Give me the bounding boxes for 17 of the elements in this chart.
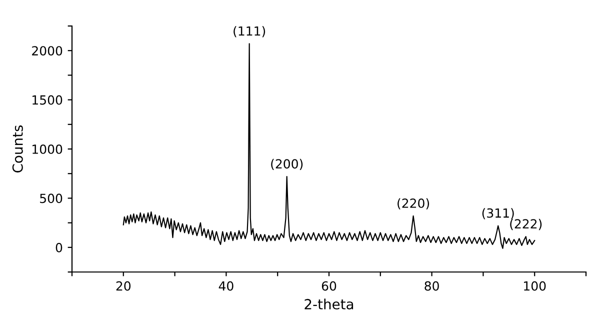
y-tick-label: 0	[56, 242, 62, 252]
x-axis-title: 2-theta	[304, 298, 354, 310]
x-tick-label: 20	[116, 281, 131, 291]
y-tick-label: 1000	[32, 144, 62, 154]
y-tick-label: 2000	[32, 46, 62, 56]
y-tick-label: 1500	[32, 95, 62, 105]
y-axis-title: Counts	[12, 125, 23, 172]
annotation: (222)	[510, 218, 542, 230]
x-tick-label: 80	[424, 281, 439, 291]
x-tick-label: 60	[322, 281, 336, 291]
annotation: (220)	[398, 198, 430, 210]
annotation: (200)	[271, 158, 303, 170]
annotation: (111)	[234, 26, 266, 38]
x-tick-label: 40	[218, 281, 234, 291]
annotation: (311)	[482, 208, 514, 220]
x-tick-label: 100	[524, 281, 546, 291]
y-tick-label: 500	[40, 194, 62, 204]
